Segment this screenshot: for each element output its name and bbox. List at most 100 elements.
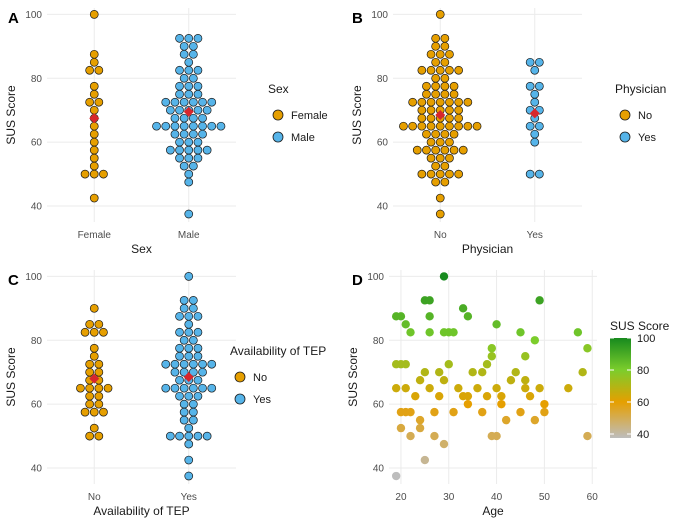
data-point	[530, 97, 540, 107]
data-point	[170, 121, 180, 131]
data-point	[426, 97, 436, 107]
data-point	[184, 431, 194, 441]
data-point	[179, 407, 189, 417]
y-tick-label: 100	[25, 10, 42, 21]
data-point	[449, 407, 458, 417]
data-point	[412, 145, 422, 155]
data-point	[179, 415, 189, 425]
data-point	[534, 121, 544, 131]
data-point	[89, 169, 99, 179]
data-point	[578, 368, 587, 377]
data-point	[417, 65, 427, 75]
data-point	[99, 407, 108, 417]
data-point	[431, 129, 440, 139]
data-point	[184, 89, 194, 99]
y-tick-label: 100	[371, 10, 388, 21]
data-point	[417, 105, 427, 115]
data-point	[431, 81, 440, 91]
data-point	[430, 431, 439, 441]
data-point	[431, 89, 440, 99]
data-point	[530, 137, 540, 147]
data-point	[94, 367, 104, 377]
legend-key-yes	[619, 131, 631, 143]
data-point	[80, 407, 90, 417]
data-point	[463, 399, 473, 409]
data-point	[435, 97, 445, 107]
data-point	[85, 367, 95, 377]
panel-letter: D	[352, 272, 363, 289]
legend: Physician No Yes	[615, 82, 666, 144]
data-point	[89, 89, 99, 99]
data-point	[525, 169, 535, 179]
data-point	[482, 360, 492, 369]
data-point	[431, 57, 440, 67]
data-point	[440, 81, 450, 91]
x-tick-label: No	[88, 492, 101, 503]
data-point	[189, 49, 198, 59]
data-point	[179, 383, 189, 393]
data-point	[487, 352, 497, 361]
data-point	[440, 73, 450, 83]
data-point	[426, 121, 436, 131]
data-point	[425, 383, 434, 393]
data-point	[406, 407, 415, 417]
data-point	[184, 153, 194, 163]
x-tick-label: 30	[443, 492, 455, 503]
data-point	[449, 328, 458, 337]
data-point	[193, 89, 203, 99]
data-point	[166, 431, 175, 441]
x-axis-label: Age	[482, 504, 504, 518]
data-point	[166, 105, 175, 115]
data-point	[426, 137, 436, 147]
data-point	[426, 153, 436, 163]
data-point	[473, 383, 482, 393]
data-point	[530, 129, 540, 139]
data-point	[89, 407, 99, 417]
data-point	[179, 295, 189, 305]
data-point	[420, 368, 430, 377]
data-point	[94, 399, 104, 409]
data-point	[463, 391, 473, 401]
x-tick-label: 40	[491, 492, 503, 503]
data-point	[80, 327, 90, 337]
data-point	[454, 97, 463, 107]
data-point	[189, 97, 198, 107]
data-point	[425, 328, 434, 337]
data-point	[391, 383, 401, 393]
x-tick-label: No	[434, 230, 447, 241]
data-point	[89, 327, 99, 337]
x-tick-label: 20	[395, 492, 407, 503]
data-point	[426, 169, 436, 179]
data-point	[89, 343, 99, 353]
data-point	[440, 177, 450, 187]
data-point	[170, 359, 180, 369]
data-point	[175, 431, 184, 441]
data-point	[89, 57, 99, 67]
data-point	[583, 431, 592, 441]
data-point	[463, 312, 473, 321]
data-point	[540, 399, 549, 409]
legend-key-male	[272, 131, 284, 143]
y-tick-label: 60	[373, 400, 385, 411]
data-point	[193, 145, 203, 155]
data-point	[184, 65, 194, 75]
data-point	[408, 97, 417, 107]
data-point	[179, 121, 189, 131]
data-point	[492, 431, 501, 441]
data-point	[417, 121, 427, 131]
data-point	[179, 97, 189, 107]
data-point	[94, 431, 104, 441]
data-point	[445, 153, 454, 163]
data-point	[179, 49, 189, 59]
colorbar-bar	[610, 338, 631, 438]
data-point	[420, 455, 430, 465]
data-point	[184, 391, 194, 401]
data-point	[463, 97, 473, 107]
data-point	[401, 383, 410, 393]
data-point	[184, 145, 194, 155]
data-point	[189, 113, 198, 123]
data-point	[89, 145, 99, 155]
data-point	[422, 89, 431, 99]
data-point	[184, 33, 194, 43]
